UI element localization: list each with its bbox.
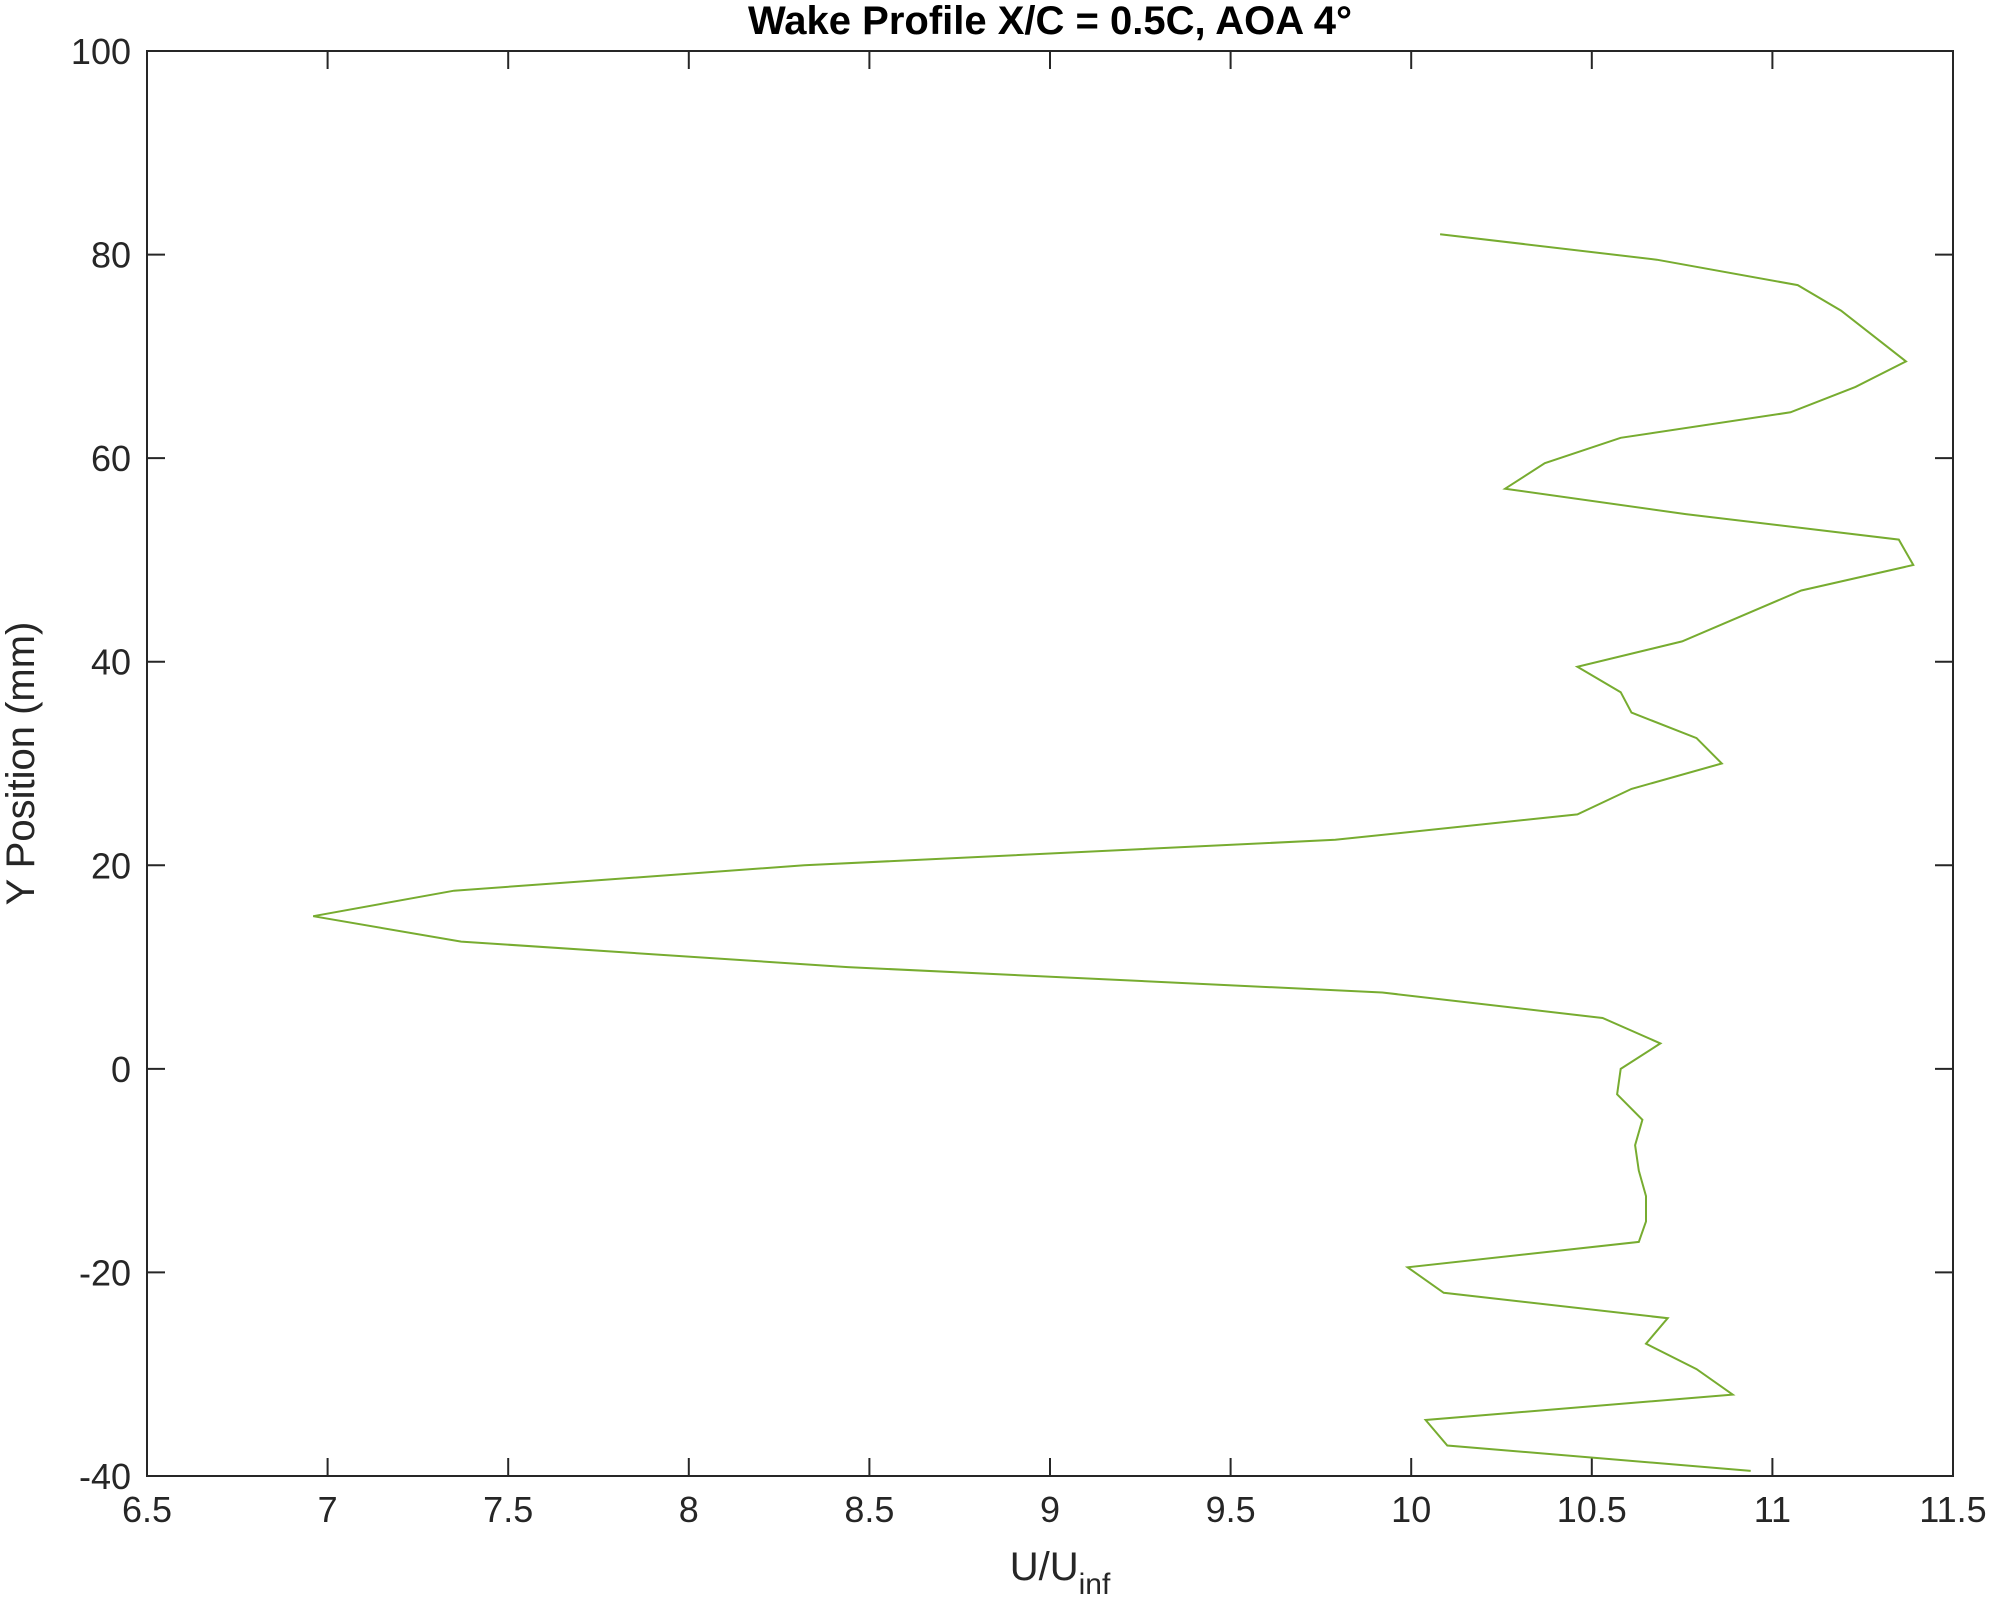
axes-box xyxy=(146,50,1954,1477)
x-tick-label: 7.5 xyxy=(483,1489,533,1530)
x-axis-title: U/Uinf xyxy=(1010,1545,1111,1601)
x-axis-title-subscript: inf xyxy=(1079,1568,1111,1601)
y-tick-label: 20 xyxy=(91,845,131,886)
x-tick-label: 8.5 xyxy=(844,1489,894,1530)
x-tick-label: 8 xyxy=(679,1489,699,1530)
x-tick-label: 11.5 xyxy=(1919,1489,1986,1530)
y-tick-label: 80 xyxy=(91,235,131,276)
x-tick-label: 6.5 xyxy=(122,1489,172,1530)
x-tick-label: 9 xyxy=(1040,1489,1060,1530)
x-tick-label: 10.5 xyxy=(1557,1489,1627,1530)
y-tick-label: -20 xyxy=(79,1252,131,1293)
chart-title: Wake Profile X/C = 0.5C, AOA 4° xyxy=(748,0,1352,43)
y-axis-title: Y Position (mm) xyxy=(0,622,43,906)
y-tick-label: 100 xyxy=(71,31,131,72)
y-tick-label: 0 xyxy=(111,1049,131,1090)
x-axis-title-main: U/U xyxy=(1010,1545,1079,1589)
axis-ticks xyxy=(146,50,1954,1477)
x-tick-label: 11 xyxy=(1754,1489,1791,1530)
x-tick-label: 7 xyxy=(318,1489,338,1530)
y-tick-label: 60 xyxy=(91,438,131,479)
y-tick-label: 40 xyxy=(91,642,131,683)
series-lines xyxy=(313,233,1915,1472)
plot-area xyxy=(147,51,1953,1476)
series-line xyxy=(313,233,1915,1472)
tick-labels: 6.5 7 7.5 8 8.5 9 9.5 10 10.5 11 11.5 -40 -20 0 20 40 60… xyxy=(71,31,1987,1530)
y-tick-label: -40 xyxy=(79,1456,131,1497)
x-tick-label: 10 xyxy=(1391,1489,1431,1530)
x-tick-label: 9.5 xyxy=(1206,1489,1256,1530)
